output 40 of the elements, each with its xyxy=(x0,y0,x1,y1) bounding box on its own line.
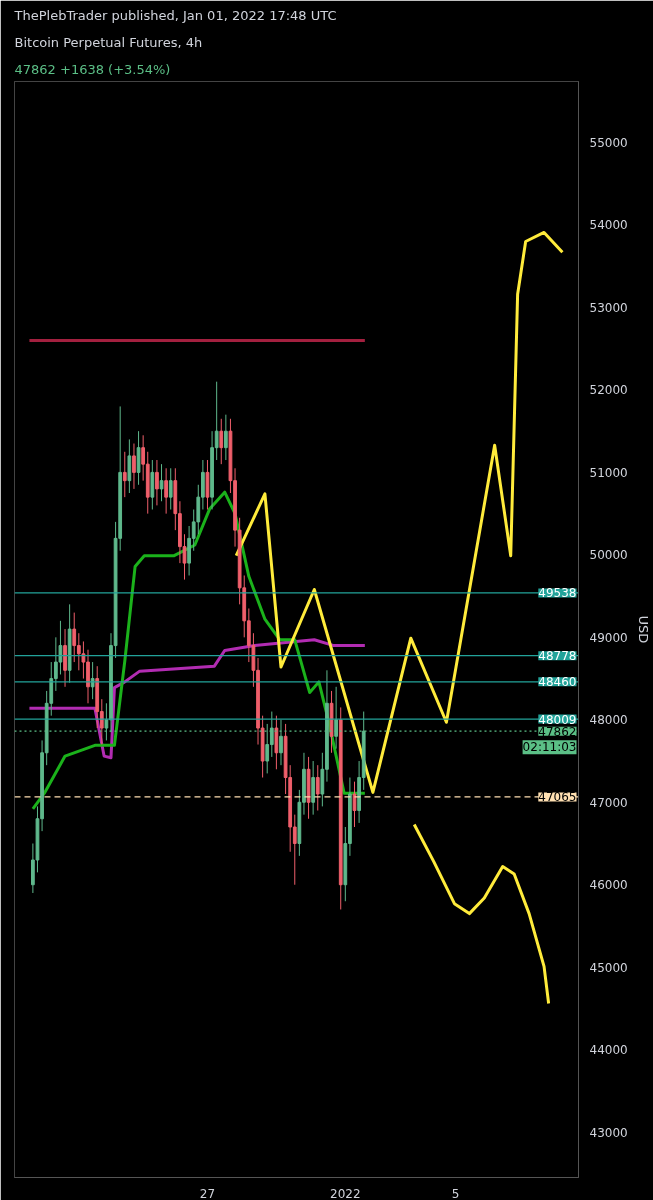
y-tick-label: 48000 xyxy=(589,713,628,728)
y-tick-label: 51000 xyxy=(589,465,628,480)
chart-subtitle: 47862 +1638 (+3.54%) xyxy=(14,61,171,77)
annotation: 02:11:03 xyxy=(522,740,577,755)
ref-line-label: 47065 xyxy=(538,790,577,805)
candlestick xyxy=(168,467,173,511)
y-tick-label: 47000 xyxy=(589,795,628,810)
x-tick-label: 27 xyxy=(199,1186,216,1200)
text: ThePlebTrader published, Jan 01, 2022 17:48 UTC xyxy=(13,7,337,23)
candlestick xyxy=(352,781,357,828)
chart-title: Bitcoin Perpetual Futures, 4h xyxy=(14,34,203,50)
ref-line-label: 48778 xyxy=(538,649,577,664)
y-tick-label: 52000 xyxy=(589,383,628,398)
candlestick xyxy=(76,632,81,671)
y-tick-label: 45000 xyxy=(589,960,628,975)
y-tick-label: 55000 xyxy=(589,136,628,151)
y-tick-label: 44000 xyxy=(589,1043,628,1058)
y-tick-label: 43000 xyxy=(589,1125,628,1140)
candlestick xyxy=(219,418,224,465)
candlestick xyxy=(122,451,127,498)
y-tick-label: 46000 xyxy=(589,878,628,893)
y-tick-label: 50000 xyxy=(589,548,628,563)
ref-line-label: 48460 xyxy=(538,675,577,690)
y-axis-title: USD xyxy=(635,615,651,644)
ref-line-label: 49538 xyxy=(538,586,577,601)
candlestick xyxy=(155,459,159,506)
y-tick-label: 53000 xyxy=(589,300,628,315)
line-series xyxy=(412,823,551,1005)
candlestick xyxy=(164,467,168,515)
y-tick-label: 54000 xyxy=(589,218,628,233)
candlestick xyxy=(132,443,136,490)
candlestick xyxy=(315,764,320,812)
candlestick xyxy=(159,463,164,502)
ref-line-label: 48009 xyxy=(538,712,577,727)
candlestick xyxy=(223,414,228,461)
x-tick-label: 2022 xyxy=(330,1186,361,1200)
ref-line-label: 47862 xyxy=(538,724,577,739)
y-tick-label: 49000 xyxy=(589,630,628,645)
candlestick xyxy=(72,612,77,663)
x-tick-label: 5 xyxy=(451,1186,460,1200)
